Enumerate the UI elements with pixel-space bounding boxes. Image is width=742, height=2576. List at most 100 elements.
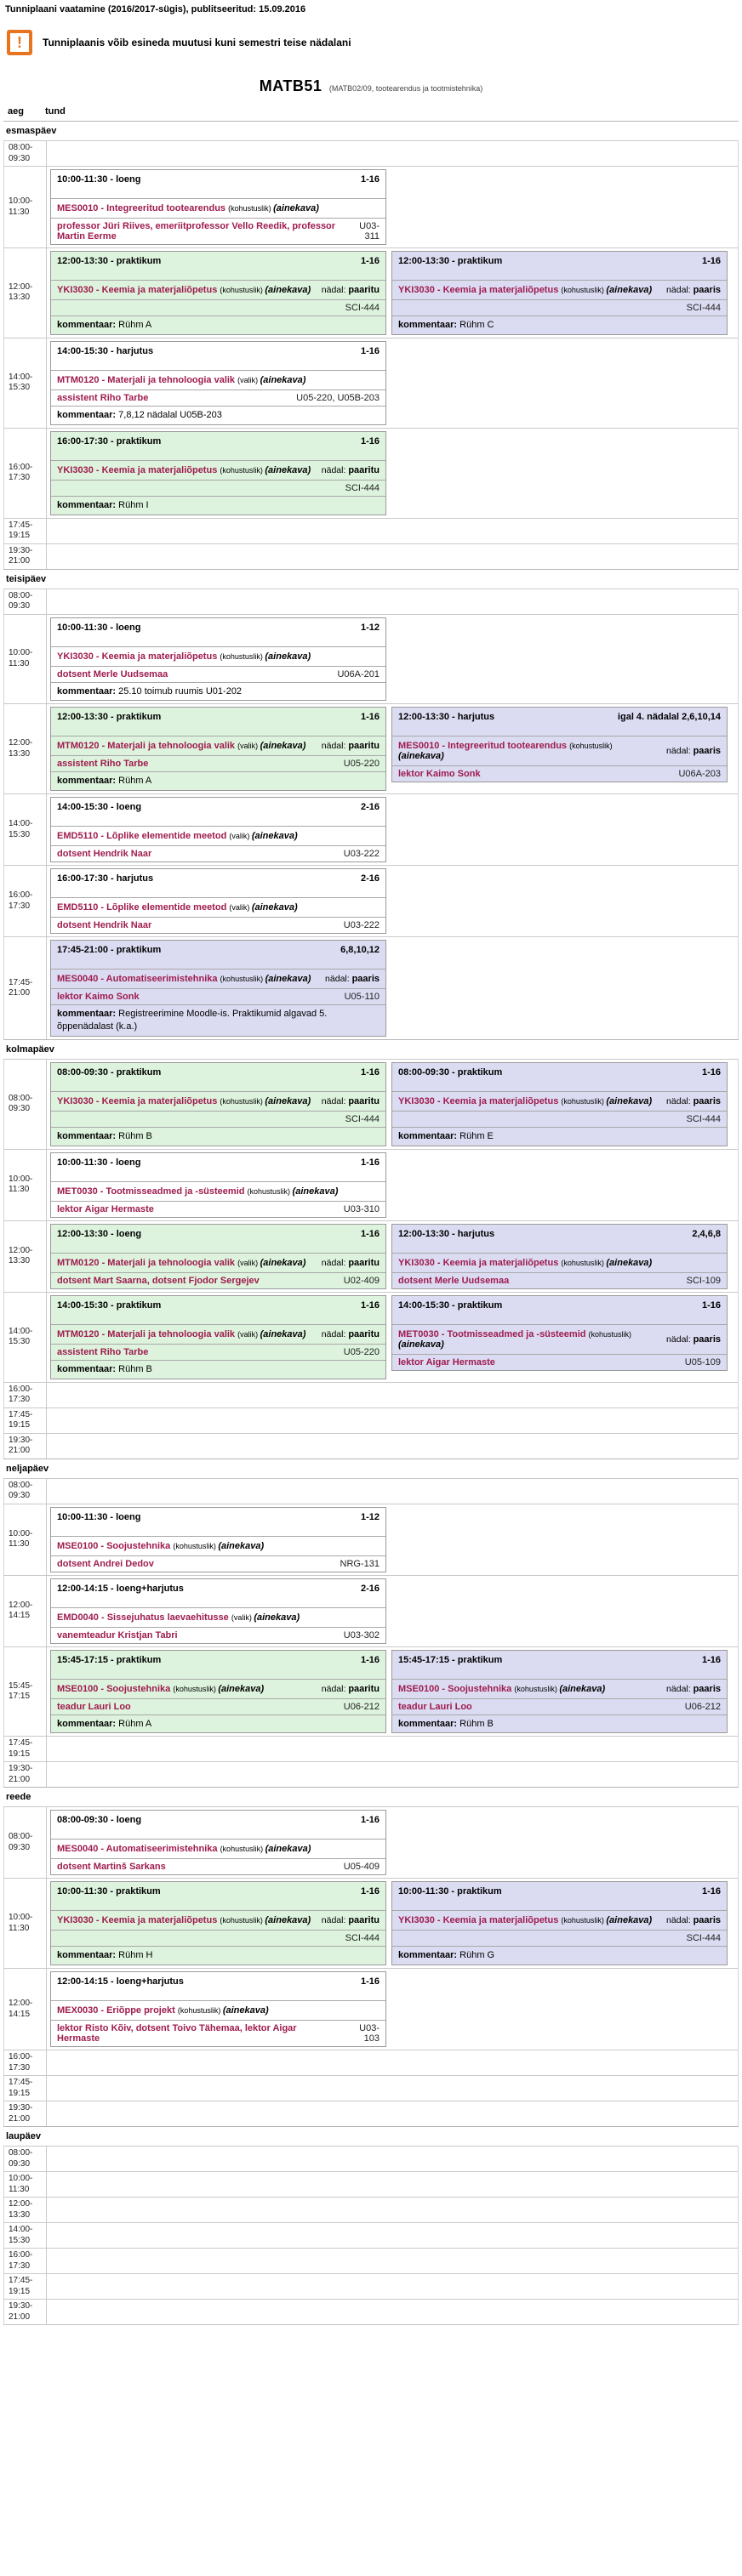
- course-link[interactable]: EMD5110 - Lõplike elementide meetod: [57, 831, 230, 842]
- ainekava-link[interactable]: (ainekava): [260, 741, 306, 752]
- course-link[interactable]: MSE0100 - Soojustehnika: [57, 1540, 174, 1551]
- course-link[interactable]: MSE0100 - Soojustehnika: [398, 1683, 515, 1694]
- week-parity: nädal: paaris: [666, 746, 721, 757]
- ainekava-link[interactable]: (ainekava): [606, 285, 653, 295]
- ainekava-link[interactable]: (ainekava): [265, 1844, 311, 1855]
- ainekava-link[interactable]: (ainekava): [398, 1339, 444, 1350]
- cards-cell: [47, 1737, 738, 1761]
- lecturer-link[interactable]: professor Jüri Riives, emeriitprofessor …: [57, 221, 336, 242]
- ainekava-link[interactable]: (ainekava): [222, 2005, 269, 2016]
- ainekava-link[interactable]: (ainekava): [265, 651, 311, 662]
- course-link[interactable]: MET0030 - Tootmisseadmed ja -süsteemid: [57, 1186, 248, 1197]
- lecturer-link[interactable]: vanemteadur Kristjan Tabri: [57, 1629, 178, 1641]
- cards-cell: [47, 2101, 738, 2126]
- ainekava-link[interactable]: (ainekava): [265, 974, 311, 985]
- course-link[interactable]: MTM0120 - Materjali ja tehnoloogia valik: [57, 1257, 238, 1268]
- ainekava-link[interactable]: (ainekava): [260, 374, 306, 385]
- card-course-row: YKI3030 - Keemia ja materjaliõpetus (koh…: [392, 1254, 727, 1273]
- lecturer-link[interactable]: lektor Kaimo Sonk: [398, 769, 481, 780]
- time-slot: 17:45- 19:15: [4, 1407, 47, 1433]
- comment-label: kommentaar:: [57, 499, 119, 510]
- lecturer-link[interactable]: assistent Riho Tarbe: [57, 392, 149, 403]
- course-link[interactable]: YKI3030 - Keemia ja materjaliõpetus: [398, 1095, 562, 1106]
- ainekava-link[interactable]: (ainekava): [606, 1257, 653, 1268]
- lecturer-link[interactable]: teadur Lauri Loo: [57, 1701, 131, 1712]
- lecturer-link[interactable]: dotsent Merle Uudsemaa: [398, 1275, 510, 1286]
- course-link[interactable]: YKI3030 - Keemia ja materjaliõpetus: [57, 464, 220, 475]
- course-link[interactable]: EMD0040 - Sissejuhatus laevaehitusse: [57, 1612, 231, 1623]
- ainekava-link[interactable]: (ainekava): [273, 203, 319, 213]
- course-link[interactable]: MTM0120 - Materjali ja tehnoloogia valik: [57, 1328, 238, 1339]
- lecturer-link[interactable]: assistent Riho Tarbe: [57, 1346, 149, 1357]
- ainekava-link[interactable]: (ainekava): [260, 1328, 306, 1339]
- course-link[interactable]: MES0010 - Integreeritud tootearendus: [57, 203, 229, 213]
- time-slot: 10:00- 11:30: [4, 1879, 47, 1969]
- lecturer-link[interactable]: lektor Aigar Hermaste: [398, 1356, 495, 1368]
- lecturer-link[interactable]: dotsent Hendrik Naar: [57, 849, 152, 860]
- lecturer-link[interactable]: dotsent Andrei Dedov: [57, 1558, 154, 1569]
- ainekava-link[interactable]: (ainekava): [251, 902, 298, 913]
- day-header: laupäev: [3, 2126, 739, 2146]
- schedule-row: 19:30- 21:00: [3, 2299, 739, 2325]
- card-weeks: 6,8,10,12: [340, 945, 380, 956]
- ainekava-link[interactable]: (ainekava): [254, 1612, 300, 1623]
- card-people-row: SCI-444: [51, 300, 385, 316]
- course-link[interactable]: YKI3030 - Keemia ja materjaliõpetus: [398, 1915, 562, 1926]
- ainekava-link[interactable]: (ainekava): [218, 1683, 265, 1694]
- lecturer-link[interactable]: lektor Risto Kõiv, dotsent Toivo Tähemaa…: [57, 2023, 297, 2044]
- ainekava-link[interactable]: (ainekava): [292, 1186, 339, 1197]
- ainekava-link[interactable]: (ainekava): [260, 1257, 306, 1268]
- ainekava-link[interactable]: (ainekava): [606, 1915, 653, 1926]
- schedule-row: 19:30- 21:00: [3, 1761, 739, 1788]
- ainekava-link[interactable]: (ainekava): [251, 831, 298, 842]
- week-parity-value: paaritu: [348, 1915, 380, 1926]
- lecturer-link[interactable]: lektor Kaimo Sonk: [57, 992, 140, 1003]
- course-link[interactable]: YKI3030 - Keemia ja materjaliõpetus: [57, 285, 220, 295]
- ainekava-link[interactable]: (ainekava): [265, 464, 311, 475]
- course-link[interactable]: YKI3030 - Keemia ja materjaliõpetus: [57, 1095, 220, 1106]
- lecturer-link[interactable]: dotsent Martinš Sarkans: [57, 1862, 166, 1873]
- course-link[interactable]: MES0010 - Integreeritud tootearendus: [398, 741, 570, 752]
- lecturer-link[interactable]: dotsent Hendrik Naar: [57, 920, 152, 931]
- cards-cell: 12:00-13:30 - loeng 1-16 MTM0120 - Materja…: [47, 1221, 738, 1292]
- course-link[interactable]: YKI3030 - Keemia ja materjaliõpetus: [57, 651, 220, 662]
- ainekava-link[interactable]: (ainekava): [559, 1683, 606, 1694]
- course-link[interactable]: EMD5110 - Lõplike elementide meetod: [57, 902, 230, 913]
- ainekava-link[interactable]: (ainekava): [265, 285, 311, 295]
- lecturer-link[interactable]: dotsent Merle Uudsemaa: [57, 668, 168, 680]
- course-link[interactable]: MET0030 - Tootmisseadmed ja -süsteemid: [398, 1328, 589, 1339]
- cards-cell: [47, 1479, 738, 1504]
- course-link[interactable]: YKI3030 - Keemia ja materjaliõpetus: [57, 1915, 220, 1926]
- cards-cell: [47, 2223, 738, 2248]
- course-link[interactable]: MTM0120 - Materjali ja tehnoloogia valik: [57, 741, 238, 752]
- cards-cell: 10:00-11:30 - loeng 1-16 MES0010 - Integre…: [47, 167, 738, 247]
- ainekava-link[interactable]: (ainekava): [218, 1540, 265, 1551]
- ainekava-link[interactable]: (ainekava): [398, 751, 444, 762]
- lecturer-link[interactable]: teadur Lauri Loo: [398, 1701, 472, 1712]
- ainekava-link[interactable]: (ainekava): [265, 1915, 311, 1926]
- course-link[interactable]: MSE0100 - Soojustehnika: [57, 1683, 174, 1694]
- course-link[interactable]: YKI3030 - Keemia ja materjaliõpetus: [398, 1257, 562, 1268]
- card-time-type: 10:00-11:30 - praktikum: [398, 1886, 502, 1897]
- schedule-row: 10:00- 11:30 10:00-11:30 - loeng 1-16 MES00…: [3, 166, 739, 247]
- course-link[interactable]: YKI3030 - Keemia ja materjaliõpetus: [398, 285, 562, 295]
- card-weeks: 1-16: [360, 1654, 380, 1665]
- lecturer-link[interactable]: lektor Aigar Hermaste: [57, 1203, 154, 1214]
- course-link[interactable]: MTM0120 - Materjali ja tehnoloogia valik: [57, 374, 238, 385]
- lecturer-link[interactable]: dotsent Mart Saarna, dotsent Fjodor Serg…: [57, 1275, 260, 1286]
- course-link[interactable]: MES0040 - Automatiseerimistehnika: [57, 974, 220, 985]
- comment-label: kommentaar:: [57, 1363, 119, 1374]
- ainekava-link[interactable]: (ainekava): [265, 1095, 311, 1106]
- room-label: SCI-444: [345, 1933, 380, 1944]
- comment-label: kommentaar:: [57, 409, 119, 420]
- course-link[interactable]: MES0040 - Automatiseerimistehnika: [57, 1844, 220, 1855]
- requirement-label: (kohustuslik): [220, 465, 265, 475]
- card-time-type: 14:00-15:30 - harjutus: [57, 345, 154, 356]
- lecturer-link[interactable]: assistent Riho Tarbe: [57, 759, 149, 770]
- class-card: 10:00-11:30 - loeng 1-16 MES0010 - Integre…: [50, 169, 386, 245]
- card-weeks: 1-16: [701, 1654, 721, 1665]
- course-link[interactable]: MEX0030 - Eriõppe projekt: [57, 2005, 178, 2016]
- ainekava-link[interactable]: (ainekava): [606, 1095, 653, 1106]
- comment-label: kommentaar:: [57, 1718, 119, 1729]
- card-people-row: vanemteadur Kristjan Tabri U03-302: [51, 1628, 385, 1643]
